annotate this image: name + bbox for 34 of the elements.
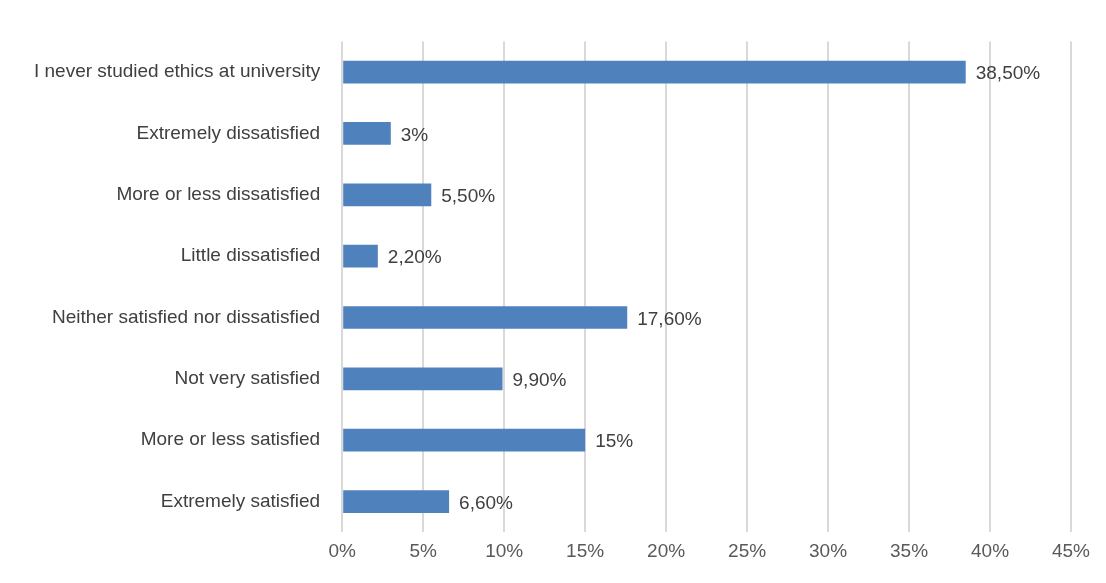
x-tick-label: 0% [328,539,357,561]
bar [343,428,586,452]
x-tick-label: 45% [1051,539,1091,561]
x-tick-label: 5% [409,539,438,561]
y-tick-label: I never studied ethics at university [33,60,321,82]
x-tick-label: 10% [485,539,524,561]
y-tick-label: Extremely dissatisfied [136,121,321,143]
y-tick-label: Neither satisfied nor dissatisfied [51,305,321,327]
x-tick-label: 35% [890,539,929,561]
data-label: 2,20% [387,246,442,268]
x-tick-label: 40% [970,539,1010,561]
x-tick-label: 25% [728,539,767,561]
data-label: 6,60% [459,491,514,513]
data-label: 5,50% [441,185,496,207]
bar [343,122,391,145]
x-tick-label: 20% [647,539,686,561]
bar [343,60,966,84]
y-tick-label: Not very satisfied [174,367,321,389]
data-label: 9,90% [512,369,567,391]
x-tick-label: 30% [809,539,848,561]
y-tick-label: More or less dissatisfied [116,183,321,205]
bar [343,490,450,513]
y-tick-label: Extremely satisfied [160,489,321,511]
y-tick-label: More or less satisfied [140,428,321,450]
data-label: 17,60% [637,307,702,329]
data-label: 15% [595,430,634,452]
bar [343,183,432,207]
data-label: 3% [400,123,429,145]
bar [343,367,503,391]
bar [343,306,628,329]
y-tick-label: Little dissatisfied [180,244,321,266]
x-tick-label: 15% [566,539,605,561]
data-label: 38,50% [975,62,1041,84]
bar [343,244,378,268]
